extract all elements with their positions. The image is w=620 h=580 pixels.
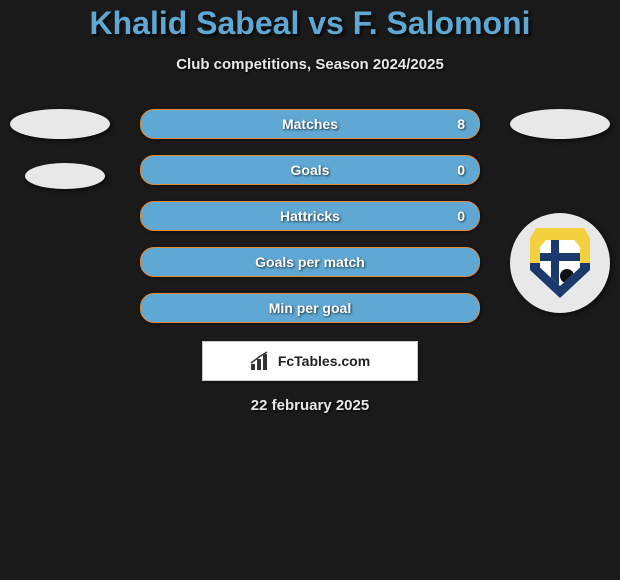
stat-value-right: 0 bbox=[457, 208, 465, 224]
stat-value-right: 0 bbox=[457, 162, 465, 178]
shield-cross-vertical bbox=[551, 240, 559, 286]
stat-label: Goals bbox=[291, 162, 330, 178]
shield-icon bbox=[530, 228, 590, 298]
stat-label: Hattricks bbox=[280, 208, 340, 224]
left-badge-column bbox=[10, 109, 110, 213]
club-badge bbox=[510, 213, 610, 313]
stat-rows: Matches 8 Goals 0 Hattricks 0 Goals per … bbox=[140, 109, 480, 323]
page-subtitle: Club competitions, Season 2024/2025 bbox=[0, 56, 620, 73]
left-badge-placeholder-2 bbox=[25, 163, 105, 189]
stat-label: Matches bbox=[282, 116, 338, 132]
left-badge-placeholder-1 bbox=[10, 109, 110, 139]
stat-value-right: 8 bbox=[457, 116, 465, 132]
stat-row-goals-per-match: Goals per match bbox=[140, 247, 480, 277]
shield-cross-horizontal bbox=[540, 253, 580, 261]
stat-row-min-per-goal: Min per goal bbox=[140, 293, 480, 323]
ball-icon bbox=[560, 269, 574, 283]
shield-inner bbox=[540, 240, 580, 286]
stat-label: Goals per match bbox=[255, 254, 365, 270]
stat-row-goals: Goals 0 bbox=[140, 155, 480, 185]
stat-row-hattricks: Hattricks 0 bbox=[140, 201, 480, 231]
bar-chart-icon bbox=[250, 351, 272, 371]
brand-text: FcTables.com bbox=[278, 353, 370, 369]
footer-date: 22 february 2025 bbox=[0, 397, 620, 414]
stats-area: Matches 8 Goals 0 Hattricks 0 Goals per … bbox=[0, 109, 620, 414]
stat-row-matches: Matches 8 bbox=[140, 109, 480, 139]
brand-box[interactable]: FcTables.com bbox=[202, 341, 418, 381]
right-badge-placeholder-1 bbox=[510, 109, 610, 139]
right-badge-column bbox=[510, 109, 610, 313]
stat-label: Min per goal bbox=[269, 300, 351, 316]
comparison-card: Khalid Sabeal vs F. Salomoni Club compet… bbox=[0, 0, 620, 414]
page-title: Khalid Sabeal vs F. Salomoni bbox=[0, 5, 620, 42]
